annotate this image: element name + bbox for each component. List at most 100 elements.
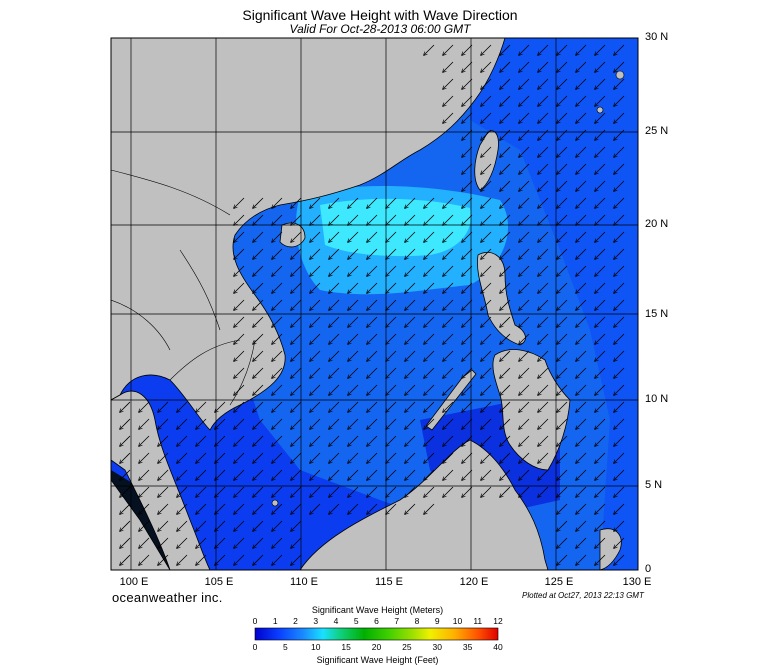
wave-direction-arrow: [291, 554, 302, 565]
wave-direction-arrow: [614, 469, 625, 480]
wave-direction-arrow: [196, 520, 207, 531]
wave-direction-arrow: [576, 435, 587, 446]
wave-direction-arrow: [538, 214, 549, 225]
wave-direction-arrow: [576, 265, 587, 276]
wave-direction-arrow: [120, 554, 131, 565]
wave-direction-arrow: [158, 418, 169, 429]
wave-direction-arrow: [405, 316, 416, 327]
wave-direction-arrow: [424, 316, 435, 327]
wave-direction-arrow: [329, 384, 340, 395]
map-frame: [110, 37, 639, 571]
wave-direction-arrow: [519, 333, 530, 344]
wave-direction-arrow: [424, 197, 435, 208]
wave-direction-arrow: [424, 367, 435, 378]
colorbar-meters-tick: 7: [394, 616, 400, 626]
wave-direction-arrow: [557, 537, 568, 548]
wave-direction-arrow: [177, 401, 188, 412]
wave-direction-arrow: [500, 112, 511, 123]
wave-direction-arrow: [234, 333, 245, 344]
wave-direction-arrow: [519, 112, 530, 123]
wave-direction-arrow: [234, 554, 245, 565]
wave-direction-arrow: [519, 180, 530, 191]
wave-direction-arrow: [348, 469, 359, 480]
wave-direction-arrow: [519, 282, 530, 293]
wave-direction-arrow: [462, 384, 473, 395]
wave-direction-arrow: [234, 350, 245, 361]
wave-direction-arrow: [253, 537, 264, 548]
wave-direction-arrow: [576, 44, 587, 55]
wave-direction-arrow: [196, 503, 207, 514]
wave-direction-arrow: [196, 452, 207, 463]
wave-direction-arrow: [310, 384, 321, 395]
wave-direction-arrow: [291, 299, 302, 310]
wave-direction-arrow: [443, 248, 454, 259]
wave-direction-arrow: [557, 435, 568, 446]
wave-direction-arrow: [557, 214, 568, 225]
wave-direction-arrow: [614, 265, 625, 276]
wave-direction-arrow: [310, 367, 321, 378]
wave-direction-arrow: [367, 418, 378, 429]
wave-direction-arrow: [538, 469, 549, 480]
wave-direction-arrow: [500, 333, 511, 344]
wave-direction-arrow: [481, 146, 492, 157]
wave-direction-arrow: [595, 469, 606, 480]
wave-direction-arrow: [405, 418, 416, 429]
wave-direction-arrow: [234, 299, 245, 310]
wave-direction-arrow: [329, 333, 340, 344]
wave-direction-arrow: [367, 435, 378, 446]
wave-direction-arrow: [462, 418, 473, 429]
wave-direction-arrow: [367, 384, 378, 395]
wave-direction-arrow: [215, 401, 226, 412]
wave-direction-arrow: [576, 316, 587, 327]
wave-direction-arrow: [614, 197, 625, 208]
wave-direction-arrow: [348, 418, 359, 429]
wave-direction-arrow: [500, 146, 511, 157]
wave-direction-arrow: [424, 333, 435, 344]
wave-direction-arrow: [310, 316, 321, 327]
wave-direction-arrow: [234, 316, 245, 327]
wave-direction-arrow: [291, 401, 302, 412]
wave-direction-arrow: [481, 299, 492, 310]
land-taiwan: [474, 130, 499, 191]
wave-direction-arrow: [462, 95, 473, 106]
wave-direction-arrow: [500, 435, 511, 446]
wave-direction-arrow: [538, 197, 549, 208]
wave-direction-arrow: [462, 367, 473, 378]
wave-direction-arrow: [196, 554, 207, 565]
colorbar-meters-tick: 10: [452, 616, 463, 626]
wave-direction-arrow: [576, 214, 587, 225]
wave-direction-arrow: [348, 401, 359, 412]
wave-direction-arrow: [291, 333, 302, 344]
wave-direction-arrow: [519, 435, 530, 446]
wave-direction-arrow: [329, 350, 340, 361]
wave-direction-arrow: [386, 469, 397, 480]
wave-direction-arrow: [405, 333, 416, 344]
wave-direction-arrow: [462, 231, 473, 242]
wave-direction-arrow: [500, 78, 511, 89]
wave-direction-arrow: [215, 418, 226, 429]
wave-direction-arrow: [424, 435, 435, 446]
wave-direction-arrow: [595, 129, 606, 140]
wave-direction-arrow: [538, 316, 549, 327]
wave-direction-arrow: [595, 95, 606, 106]
wave-direction-arrow: [538, 95, 549, 106]
wave-direction-arrow: [310, 214, 321, 225]
wave-direction-arrow: [481, 418, 492, 429]
wave-direction-arrow: [348, 248, 359, 259]
wave-direction-arrow: [595, 163, 606, 174]
wave-direction-arrow: [253, 401, 264, 412]
wave-direction-arrow: [481, 469, 492, 480]
wave-direction-arrow: [519, 197, 530, 208]
wave-direction-arrow: [272, 248, 283, 259]
lon-label-120e: 120 E: [459, 576, 489, 588]
wave-direction-arrow: [367, 333, 378, 344]
land-luzon: [477, 251, 526, 346]
wave-direction-arrow: [500, 197, 511, 208]
wave-direction-arrow: [386, 197, 397, 208]
wave-direction-arrow: [329, 282, 340, 293]
wave-direction-arrow: [481, 112, 492, 123]
wave-direction-arrow: [272, 401, 283, 412]
wave-direction-arrow: [234, 503, 245, 514]
wave-direction-arrow: [272, 503, 283, 514]
wave-direction-arrow: [614, 350, 625, 361]
